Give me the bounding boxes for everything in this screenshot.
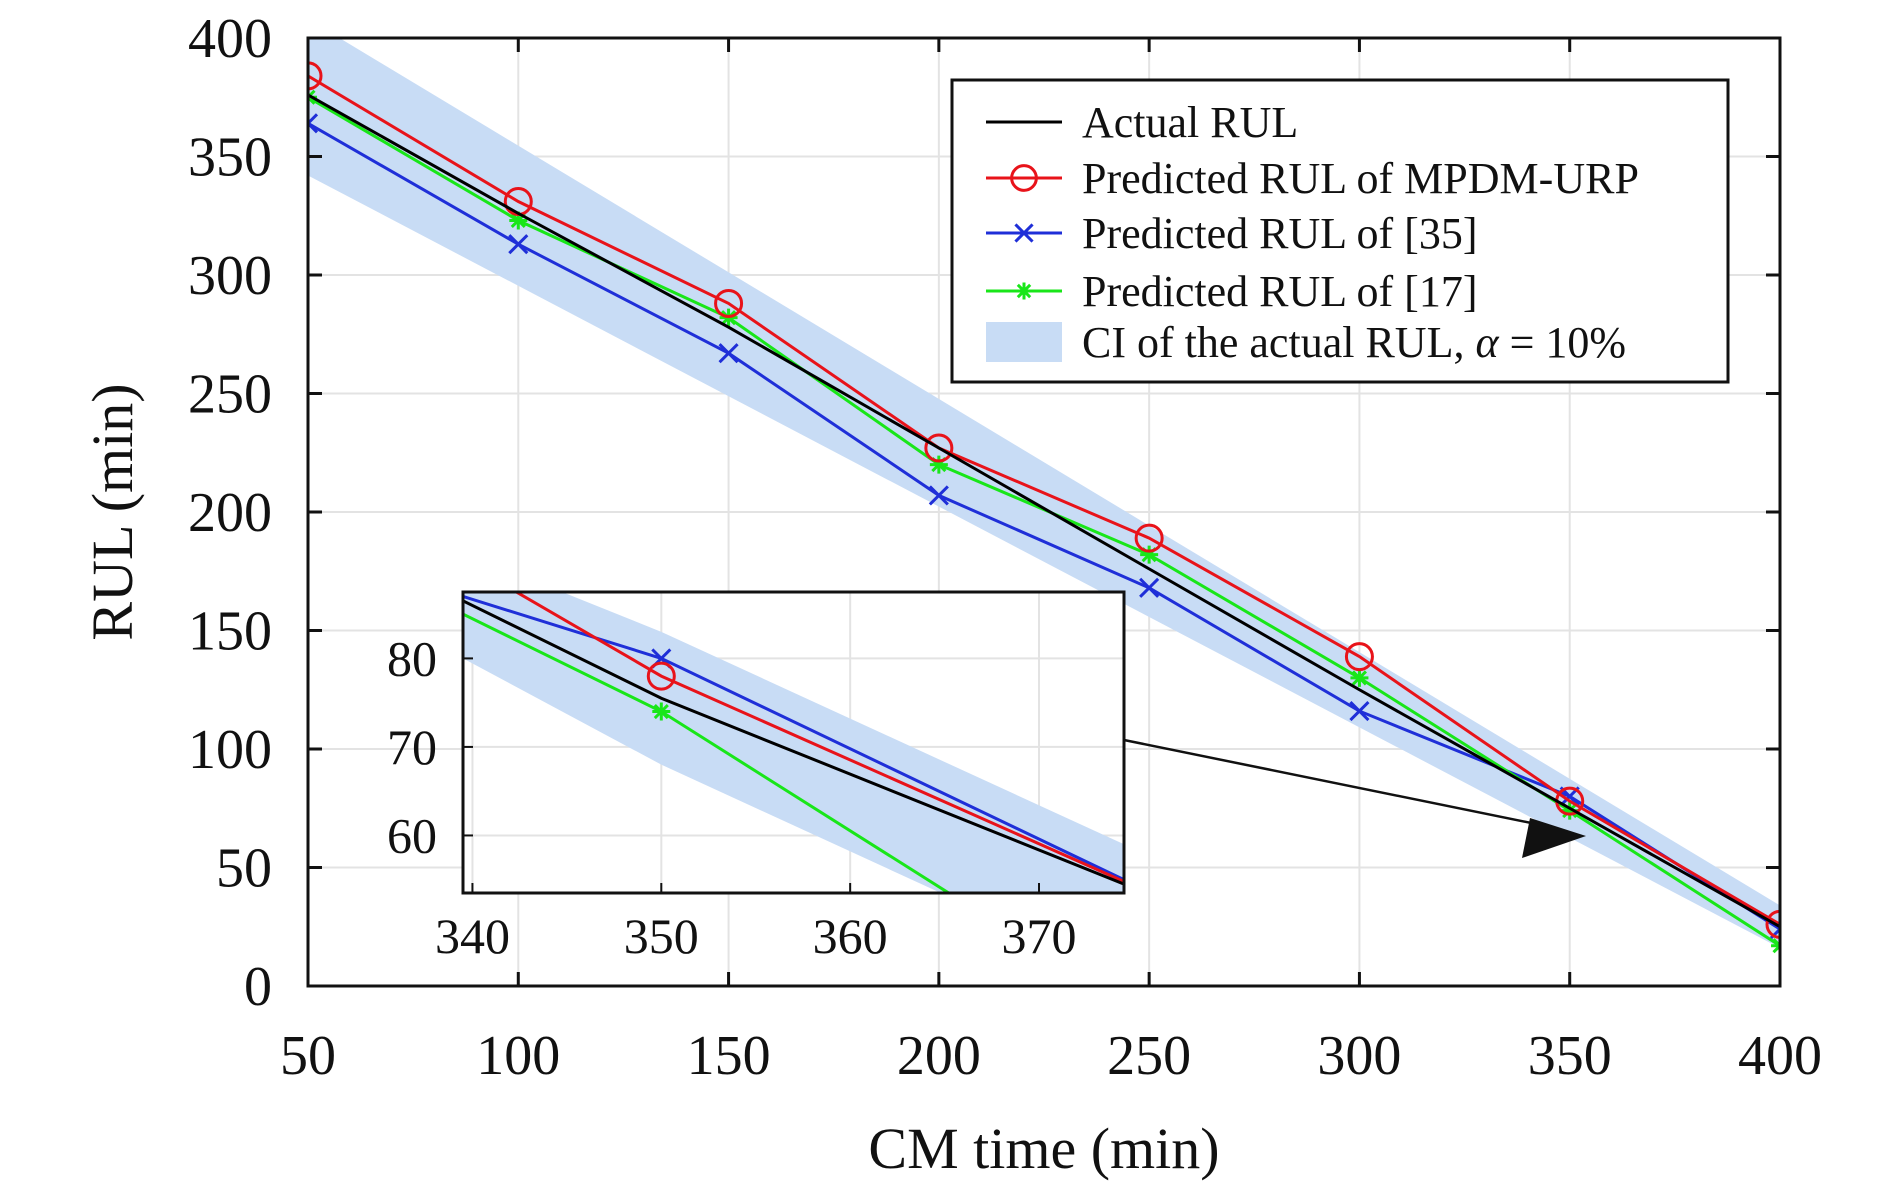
inset-line-mpdm bbox=[513, 592, 1124, 883]
inset-x-tick-label: 340 bbox=[435, 908, 510, 964]
marker-star bbox=[652, 702, 671, 721]
legend-label-ref35: Predicted RUL of [35] bbox=[1082, 209, 1477, 258]
marker-x bbox=[928, 485, 949, 506]
legend-label-ci: CI of the actual RUL, α = 10% bbox=[1082, 318, 1626, 367]
inset-x-tick-label: 370 bbox=[1002, 908, 1077, 964]
marker-x bbox=[508, 234, 529, 255]
y-tick-label: 300 bbox=[188, 245, 272, 307]
y-axis-label: RUL (min) bbox=[80, 383, 145, 640]
x-tick-label: 350 bbox=[1528, 1025, 1612, 1087]
legend-swatch-ci bbox=[986, 322, 1062, 362]
inset-x-tick-label: 360 bbox=[813, 908, 888, 964]
legend-label-actual: Actual RUL bbox=[1082, 98, 1298, 147]
x-tick-label: 400 bbox=[1738, 1025, 1822, 1087]
y-tick-label: 100 bbox=[188, 719, 272, 781]
marker-circle bbox=[1765, 909, 1780, 939]
marker-star bbox=[1015, 282, 1033, 300]
axis-ticks bbox=[306, 36, 1782, 988]
y-tick-label: 350 bbox=[188, 127, 272, 189]
x-tick-label: 100 bbox=[476, 1025, 560, 1087]
legend: Actual RUL Predicted RUL of MPDM-URP Predi… bbox=[950, 78, 1730, 384]
marker-star bbox=[929, 455, 948, 474]
zoom-arrow-head bbox=[1522, 818, 1586, 858]
marker-star bbox=[509, 211, 528, 230]
marker-x bbox=[1014, 223, 1034, 243]
inset-y-tick-label: 70 bbox=[387, 719, 437, 775]
legend-label-mpdm: Predicted RUL of MPDM-URP bbox=[1082, 154, 1639, 203]
marker-circle bbox=[714, 288, 744, 318]
inset-line-actual bbox=[463, 599, 1124, 886]
inset-y-tick-label: 80 bbox=[387, 630, 437, 686]
x-tick-label: 50 bbox=[280, 1025, 336, 1087]
series-line-actual bbox=[308, 93, 1780, 929]
x-axis-label: CM time (min) bbox=[868, 1116, 1219, 1181]
x-tick-label: 300 bbox=[1317, 1025, 1401, 1087]
series-line-ref35 bbox=[308, 122, 1780, 931]
marker-star bbox=[1140, 545, 1159, 564]
y-tick-label: 150 bbox=[188, 601, 272, 663]
inset: 340 350 360 370 60 70 80 bbox=[387, 590, 1126, 964]
inset-x-tick-label: 350 bbox=[624, 908, 699, 964]
y-tick-label: 400 bbox=[188, 8, 272, 70]
legend-box bbox=[950, 78, 1730, 384]
marker-star bbox=[1350, 668, 1369, 687]
series-ref35 bbox=[308, 113, 1780, 940]
marker-star bbox=[1560, 801, 1579, 820]
legend-ci-symbol: α bbox=[1475, 318, 1499, 367]
marker-circle bbox=[924, 433, 954, 463]
y-tick-label: 0 bbox=[244, 956, 272, 1018]
marker-circle bbox=[646, 661, 676, 691]
marker-circle bbox=[1344, 642, 1374, 672]
marker-circle bbox=[1134, 523, 1164, 553]
legend-ci-suffix: = 10% bbox=[1499, 318, 1626, 367]
y-tick-label: 250 bbox=[188, 364, 272, 426]
series-actual bbox=[308, 93, 1780, 929]
inset-frame bbox=[461, 590, 1126, 895]
zoom-arrow-line bbox=[1123, 738, 1547, 828]
marker-x bbox=[308, 113, 319, 134]
marker-x bbox=[1139, 577, 1160, 598]
y-tick-label: 200 bbox=[188, 482, 272, 544]
x-tick-label: 150 bbox=[687, 1025, 771, 1087]
y-tick-label: 50 bbox=[216, 838, 272, 900]
marker-x bbox=[718, 343, 739, 364]
marker-circle bbox=[1010, 164, 1038, 192]
marker-x bbox=[1349, 701, 1370, 722]
series-line-mpdm bbox=[308, 74, 1780, 926]
legend-label-ref17: Predicted RUL of [17] bbox=[1082, 267, 1477, 316]
x-tick-label: 200 bbox=[897, 1025, 981, 1087]
x-tick-label: 250 bbox=[1107, 1025, 1191, 1087]
marker-circle bbox=[308, 61, 323, 91]
inset-y-tick-label: 60 bbox=[387, 807, 437, 863]
legend-ci-prefix: CI of the actual RUL, bbox=[1082, 318, 1475, 367]
